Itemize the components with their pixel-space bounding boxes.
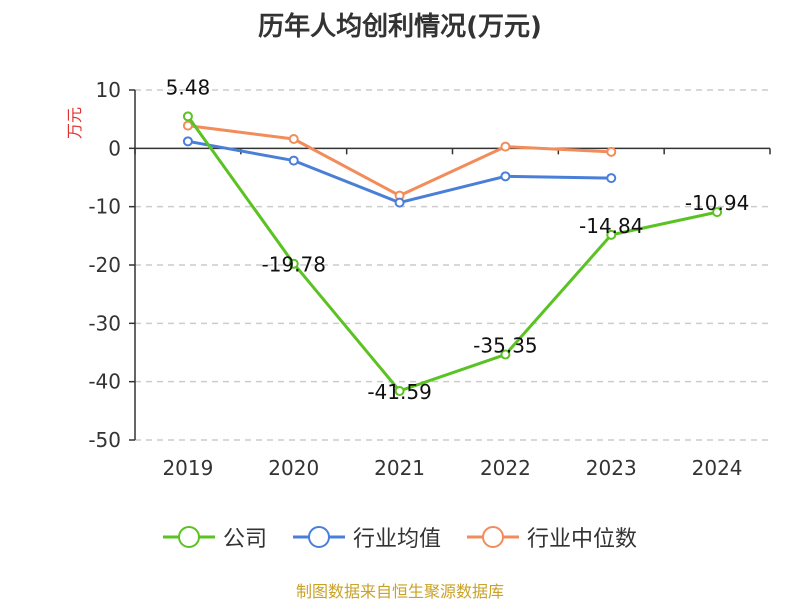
x-tick-label: 2020 — [268, 456, 319, 480]
legend-label: 行业均值 — [352, 527, 441, 552]
data-point[interactable] — [288, 155, 299, 166]
y-tick-label: 10 — [96, 78, 121, 102]
data-label: -19.78 — [262, 253, 326, 277]
data-point[interactable] — [500, 349, 511, 360]
data-point[interactable] — [606, 173, 617, 184]
series-lines — [182, 111, 723, 396]
data-point[interactable] — [288, 258, 299, 269]
data-label: -14.84 — [579, 214, 643, 238]
data-point[interactable] — [712, 207, 723, 218]
x-tick-label: 2024 — [692, 456, 743, 480]
data-label: -10.94 — [685, 191, 749, 215]
legend-swatch — [292, 526, 345, 548]
chart-title: 历年人均创利情况(万元) — [258, 12, 542, 42]
y-tick-label: -10 — [88, 195, 121, 219]
data-point[interactable] — [182, 111, 193, 122]
legend-swatch — [162, 526, 215, 548]
grid-lines — [135, 89, 770, 441]
y-tick-label: -20 — [88, 253, 121, 277]
data-labels: 5.48 -19.78 -41.59 -35.35 -14.84 -10.94 — [166, 75, 750, 404]
data-point[interactable] — [288, 134, 299, 144]
legend-label: 公司 — [222, 527, 267, 552]
x-tick-label: 2023 — [586, 456, 637, 480]
y-axis-unit: 万元 — [65, 107, 84, 139]
data-label: -41.59 — [367, 380, 431, 404]
x-tick-label: 2022 — [480, 456, 531, 480]
legend-item[interactable]: 行业中位数 — [467, 521, 637, 553]
series-line-3 — [187, 124, 612, 198]
legend-swatch — [467, 526, 519, 548]
source-footnote: 制图数据来自恒生聚源数据库 — [295, 582, 504, 601]
legend: 公司 行业均值 行业中位数 — [0, 520, 800, 554]
data-point[interactable] — [500, 171, 511, 182]
x-tick-label: 2019 — [162, 456, 213, 480]
axes: 10 0 -10 -20 -30 -40 -50 2019 2020 2021 2022 2023 20… — [65, 78, 771, 480]
data-point[interactable] — [500, 141, 511, 152]
legend-item[interactable]: 行业均值 — [292, 521, 441, 553]
data-point[interactable] — [182, 120, 193, 131]
series-line-1 — [186, 115, 718, 393]
y-tick-label: -40 — [88, 370, 121, 394]
legend-item[interactable]: 公司 — [162, 521, 267, 553]
y-tick-label: -30 — [88, 311, 121, 335]
data-point[interactable] — [182, 136, 193, 147]
data-point[interactable] — [394, 385, 405, 396]
y-tick-label: -50 — [88, 428, 121, 452]
legend-label: 行业中位数 — [527, 527, 638, 552]
x-tick-label: 2021 — [374, 456, 425, 480]
data-point[interactable] — [394, 197, 405, 208]
data-label: -35.35 — [473, 334, 537, 358]
y-tick-label: 0 — [108, 136, 121, 160]
data-point[interactable] — [606, 229, 617, 240]
data-point[interactable] — [606, 146, 617, 157]
data-label: 5.48 — [166, 75, 211, 99]
